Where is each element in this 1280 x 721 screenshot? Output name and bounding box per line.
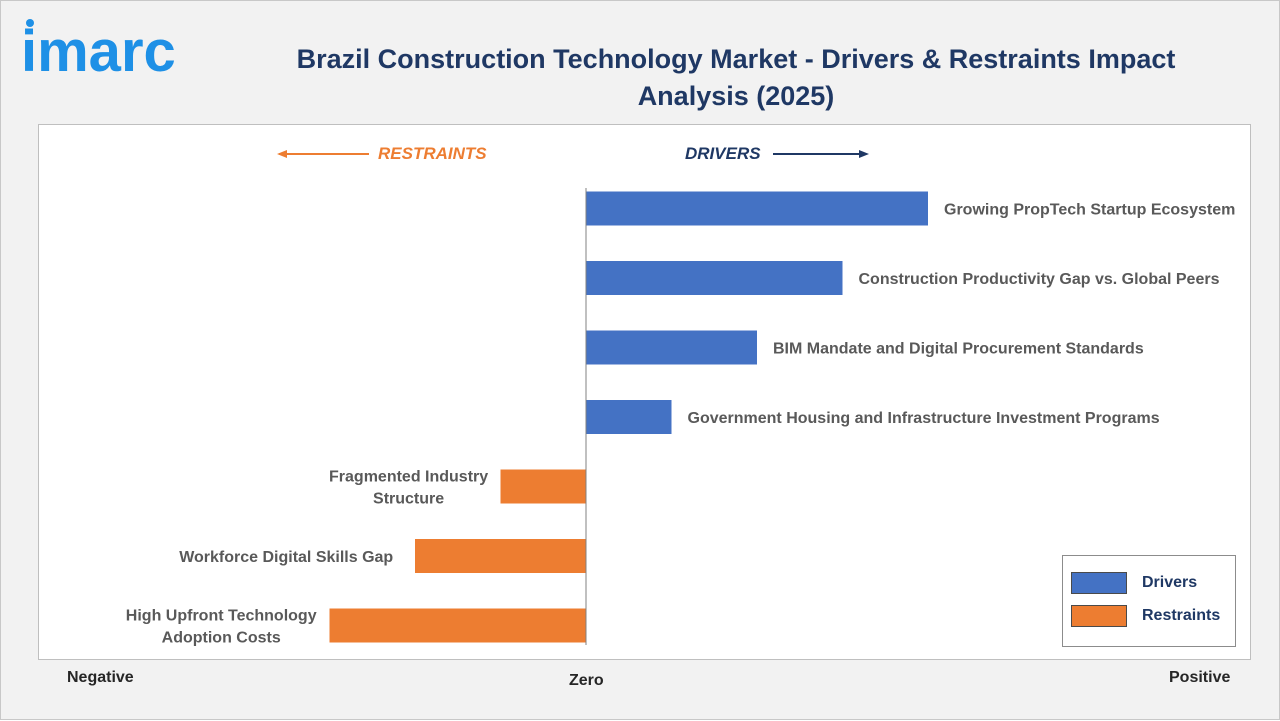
category-label-6: High Upfront Technology Adoption Costs <box>126 608 317 647</box>
legend-swatch-drivers <box>1071 572 1127 594</box>
legend-swatch-restraints <box>1071 605 1127 627</box>
legend-label-drivers: Drivers <box>1142 574 1198 591</box>
category-label-0: Growing PropTech Startup Ecosystem <box>944 202 1235 219</box>
svg-text:imarc: imarc <box>21 19 176 81</box>
legend-item-drivers: Drivers <box>1071 571 1197 595</box>
bar-restraints-4 <box>500 469 586 504</box>
axis-positive-label: Positive <box>1169 669 1231 686</box>
restraints-arrow-head <box>277 150 287 158</box>
bar-drivers-2 <box>586 330 757 365</box>
category-label-1: Construction Productivity Gap vs. Global… <box>859 271 1220 288</box>
category-label-2: BIM Mandate and Digital Procurement Stan… <box>773 341 1144 358</box>
legend-label-restraints: Restraints <box>1142 607 1221 624</box>
drivers-arrow-head <box>859 150 869 158</box>
legend-item-restraints: Restraints <box>1071 604 1220 628</box>
bar-drivers-1 <box>586 261 843 295</box>
bar-restraints-5 <box>415 539 586 573</box>
bar-drivers-3 <box>586 400 672 434</box>
axis-zero-label: Zero <box>569 672 604 689</box>
bar-restraints-6 <box>329 608 586 643</box>
bar-drivers-0 <box>586 191 928 226</box>
drivers-direction-label: DRIVERS <box>685 144 761 163</box>
category-label-4: Fragmented Industry Structure <box>329 469 488 508</box>
category-label-5: Workforce Digital Skills Gap <box>179 549 393 566</box>
restraints-direction-label: RESTRAINTS <box>378 144 487 163</box>
imarc-logo: imarc <box>21 19 176 81</box>
category-label-3: Government Housing and Infrastructure In… <box>688 410 1160 427</box>
chart-legend: Drivers Restraints <box>1062 555 1236 647</box>
axis-negative-label: Negative <box>67 669 134 686</box>
chart-title: Brazil Construction Technology Market - … <box>296 44 1176 111</box>
